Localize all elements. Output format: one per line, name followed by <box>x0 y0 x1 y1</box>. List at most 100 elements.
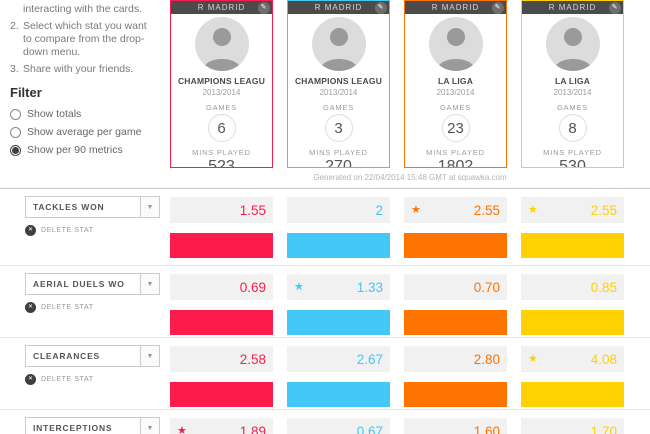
instruction-number <box>10 3 23 16</box>
mins-played-label: MINS PLAYED <box>192 148 251 157</box>
best-value-star-icon: ★ <box>411 203 421 216</box>
close-icon: ✕ <box>25 225 36 236</box>
stat-value-strip: 1.70 <box>521 418 624 434</box>
stat-value-strip: ★ 2.55 <box>404 197 507 223</box>
games-number: 3 <box>334 120 343 137</box>
generated-timestamp: Generated on 22/04/2014 15:48 GMT at squ… <box>313 173 507 182</box>
edit-icon[interactable]: ✎ <box>375 2 387 14</box>
chevron-down-icon[interactable]: ▼ <box>140 197 159 217</box>
delete-stat-label: DELETE STAT <box>41 376 94 383</box>
edit-icon[interactable]: ✎ <box>492 2 504 14</box>
instructions-list: interacting with the cards. 2. Select wh… <box>10 3 157 76</box>
mins-played-label: MINS PLAYED <box>426 148 485 157</box>
stat-row-interceptions: INTERCEPTIONS ▼ ✕ DELETE STAT ★ 1.89 0.6… <box>0 410 650 434</box>
stat-value: 0.67 <box>356 423 383 434</box>
instruction-item: 2. Select which stat you want to compare… <box>10 20 157 59</box>
radio-show-totals[interactable]: Show totals <box>10 108 157 120</box>
mins-played-value: 270 <box>325 158 352 168</box>
stat-bar <box>170 310 273 335</box>
filter-heading: Filter <box>10 85 42 100</box>
stat-cell: 2.67 <box>287 346 390 409</box>
stat-value: 1.89 <box>239 423 266 434</box>
player-card[interactable]: R MADRID ✎ CHAMPIONS LEAGU 2013/2014 GAM… <box>170 0 273 168</box>
best-value-star-icon: ★ <box>177 424 187 434</box>
radio-icon[interactable] <box>10 144 21 156</box>
games-number: 8 <box>568 120 577 137</box>
stat-cell: ★ 2.55 <box>404 197 507 265</box>
player-card[interactable]: R MADRID ✎ CHAMPIONS LEAGU 2013/2014 GAM… <box>287 0 390 168</box>
stat-selector-dropdown[interactable]: INTERCEPTIONS ▼ <box>25 417 160 434</box>
stat-cell: 1.60 <box>404 418 507 434</box>
player-photo <box>311 17 366 71</box>
stat-cells: 0.69 ★ 1.33 0.70 <box>165 266 650 337</box>
instruction-text: interacting with the cards. <box>23 3 143 15</box>
games-value: 6 <box>207 114 236 142</box>
player-card[interactable]: R MADRID ✎ LA LIGA 2013/2014 GAMES 8 MIN… <box>521 0 624 168</box>
stat-value-strip: 2.80 <box>404 346 507 372</box>
stat-row-controls: AERIAL DUELS WO ▼ ✕ DELETE STAT <box>0 266 165 337</box>
radio-label: Show totals <box>27 108 82 120</box>
card-team: R MADRID <box>548 3 597 12</box>
delete-stat-button[interactable]: ✕ DELETE STAT <box>25 302 165 313</box>
player-photo <box>194 17 249 71</box>
radio-label: Show per 90 metrics <box>27 144 123 156</box>
radio-icon[interactable] <box>10 126 21 138</box>
delete-stat-label: DELETE STAT <box>41 227 94 234</box>
stat-row-controls: INTERCEPTIONS ▼ ✕ DELETE STAT <box>0 410 165 434</box>
delete-stat-button[interactable]: ✕ DELETE STAT <box>25 374 165 385</box>
stat-cells: 1.55 2 ★ 2.55 ★ <box>165 189 650 265</box>
player-photo <box>545 17 600 71</box>
radio-label: Show average per game <box>27 126 142 138</box>
mins-played-value: 530 <box>559 158 586 168</box>
chevron-down-icon[interactable]: ▼ <box>140 418 159 434</box>
stat-row-tackles-won: TACKLES WON ▼ ✕ DELETE STAT 1.55 2 <box>0 189 650 266</box>
stat-bar <box>521 310 624 335</box>
card-competition: LA LIGA <box>554 76 591 86</box>
stat-value: 1.55 <box>239 202 266 218</box>
games-label: GAMES <box>556 103 589 112</box>
card-competition: LA LIGA <box>437 76 474 86</box>
card-season: 2013/2014 <box>553 88 592 97</box>
stat-bar <box>404 382 507 407</box>
stat-row-controls: CLEARANCES ▼ ✕ DELETE STAT <box>0 338 165 409</box>
edit-icon[interactable]: ✎ <box>258 2 270 14</box>
stat-value-strip: 0.85 <box>521 274 624 300</box>
stat-value-strip: 2 <box>287 197 390 223</box>
card-team: R MADRID <box>197 3 246 12</box>
stat-cell: 0.67 <box>287 418 390 434</box>
chevron-down-icon[interactable]: ▼ <box>140 274 159 294</box>
player-card[interactable]: R MADRID ✎ LA LIGA 2013/2014 GAMES 23 MI… <box>404 0 507 168</box>
mins-played-value: 1802 <box>437 158 474 168</box>
stat-value-strip: 0.67 <box>287 418 390 434</box>
radio-show-average-per-game[interactable]: Show average per game <box>10 126 157 138</box>
chevron-down-icon[interactable]: ▼ <box>140 346 159 366</box>
instruction-item: interacting with the cards. <box>10 3 157 16</box>
stat-value-strip: 2.58 <box>170 346 273 372</box>
stat-cell: ★ 2.55 <box>521 197 624 265</box>
radio-icon[interactable] <box>10 108 21 120</box>
stat-bar <box>287 310 390 335</box>
stat-cell: 0.70 <box>404 274 507 337</box>
stat-selector-dropdown[interactable]: TACKLES WON ▼ <box>25 196 160 218</box>
radio-show-per-90-metrics[interactable]: Show per 90 metrics <box>10 144 157 156</box>
edit-icon[interactable]: ✎ <box>609 2 621 14</box>
games-value: 3 <box>324 114 353 142</box>
delete-stat-button[interactable]: ✕ DELETE STAT <box>25 225 165 236</box>
games-value: 8 <box>558 114 587 142</box>
stat-value-strip: 1.55 <box>170 197 273 223</box>
stat-bar <box>521 233 624 258</box>
stat-selector-dropdown[interactable]: CLEARANCES ▼ <box>25 345 160 367</box>
instruction-text: Share with your friends. <box>23 63 134 75</box>
top-section: interacting with the cards. 2. Select wh… <box>0 0 650 189</box>
stat-label: CLEARANCES <box>33 351 101 361</box>
stat-label: AERIAL DUELS WO <box>33 279 125 289</box>
card-season: 2013/2014 <box>319 88 358 97</box>
card-header: R MADRID ✎ <box>522 1 623 14</box>
stat-cell: 1.55 <box>170 197 273 265</box>
stat-selector-dropdown[interactable]: AERIAL DUELS WO ▼ <box>25 273 160 295</box>
stat-value-strip: ★ 4.08 <box>521 346 624 372</box>
mins-played-value: 523 <box>208 158 235 168</box>
stat-value-strip: 0.69 <box>170 274 273 300</box>
stat-value-strip: 1.60 <box>404 418 507 434</box>
